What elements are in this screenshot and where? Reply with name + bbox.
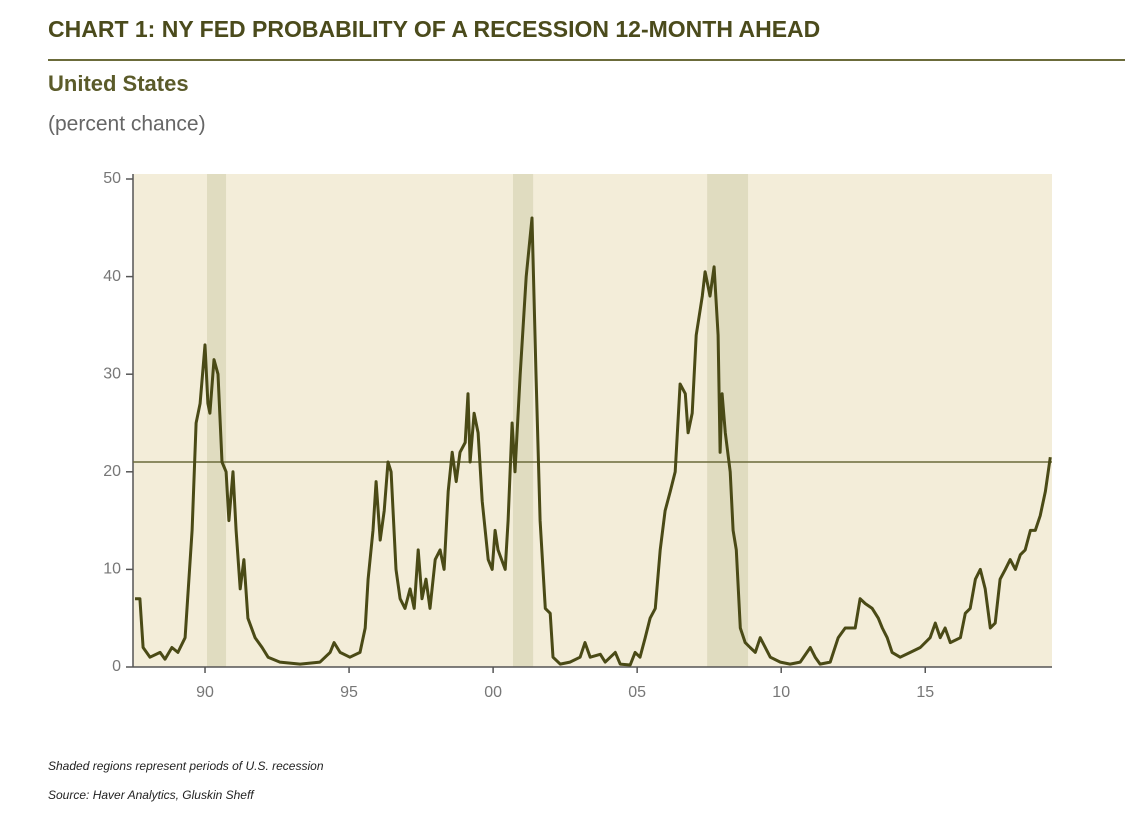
y-tick-label: 10 (103, 561, 121, 578)
series-line (135, 216, 1052, 667)
y-tick-label: 0 (112, 658, 121, 675)
x-tick-label: 10 (772, 684, 790, 701)
y-tick-label: 30 (103, 365, 121, 382)
y-tick-label: 20 (103, 463, 121, 480)
note: Shaded regions represent periods of U.S.… (48, 759, 324, 773)
x-tick-label: 90 (196, 684, 214, 701)
y-axis-label: (percent chance) (48, 113, 206, 136)
recession-band (512, 174, 534, 667)
x-tick-label: 95 (340, 684, 358, 701)
recession-band (207, 174, 227, 667)
subtitle: United States (48, 71, 189, 96)
x-tick-label: 05 (628, 684, 646, 701)
source-note: Source: Haver Analytics, Gluskin Sheff (48, 788, 255, 802)
x-tick-label: 15 (916, 684, 934, 701)
chart-title: CHART 1: NY FED PROBABILITY OF A RECESSI… (48, 16, 820, 42)
plot-background (133, 174, 1052, 667)
y-tick-label: 40 (103, 268, 121, 285)
recession-band (707, 174, 749, 667)
x-tick-label: 00 (484, 684, 502, 701)
y-tick-label: 50 (103, 170, 121, 187)
